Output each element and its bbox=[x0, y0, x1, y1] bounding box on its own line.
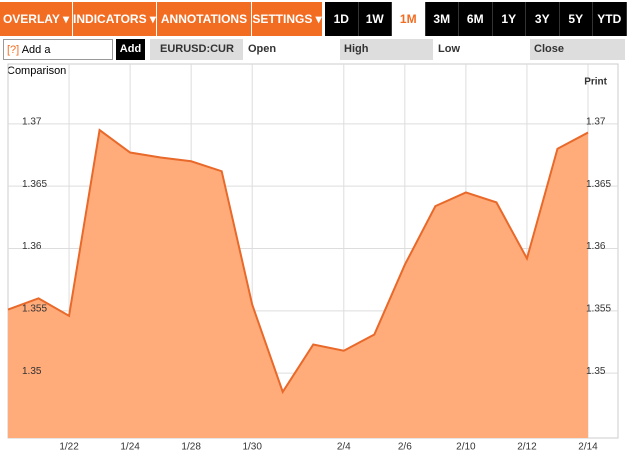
y-tick-label-right: 1.365 bbox=[586, 179, 611, 190]
plot-frame bbox=[7, 63, 619, 439]
range-button[interactable]: 5Y bbox=[559, 2, 593, 36]
range-button[interactable]: 1D bbox=[325, 2, 359, 36]
y-tick-label-right: 1.37 bbox=[586, 116, 606, 127]
print: Print bbox=[584, 77, 607, 88]
y-tick-label: 1.35 bbox=[22, 366, 42, 377]
y-tick-label: 1.355 bbox=[22, 303, 47, 314]
field-high: High bbox=[340, 39, 433, 60]
field-open: Open bbox=[248, 43, 277, 55]
y-tick-label: 1.36 bbox=[22, 241, 42, 252]
menu-button[interactable]: ANNOTATIONS ▾ bbox=[157, 2, 252, 60]
x-tick-label: 2/6 bbox=[398, 442, 412, 453]
area bbox=[8, 130, 588, 438]
y-tick-label-right: 1.36 bbox=[586, 241, 606, 252]
line bbox=[7, 128, 589, 395]
y-tick-label: 1.365 bbox=[22, 179, 47, 190]
range-button[interactable]: 1W bbox=[358, 2, 392, 36]
x-tick-label: 1/30 bbox=[242, 442, 262, 453]
menu-button[interactable]: SETTINGS ▾ bbox=[252, 2, 323, 36]
range-button[interactable]: 3Y bbox=[526, 2, 560, 36]
range-button[interactable]: 1Y bbox=[492, 2, 526, 36]
field-close: Close bbox=[530, 39, 625, 60]
y-tick-label: 1.37 bbox=[22, 116, 42, 127]
y-tick-label-right: 1.355 bbox=[586, 303, 611, 314]
x-tick-label: 2/12 bbox=[517, 442, 537, 453]
range-button[interactable]: 1M bbox=[392, 2, 426, 36]
range-button[interactable]: YTD bbox=[593, 2, 627, 36]
menu-button[interactable]: INDICATORS ▾ bbox=[73, 2, 157, 36]
range-button[interactable]: 3M bbox=[425, 2, 459, 36]
help: [?] bbox=[7, 44, 20, 56]
x-tick-label: 2/10 bbox=[456, 442, 476, 453]
field-low: Low bbox=[438, 43, 460, 55]
symbol: EURUSD:CUR bbox=[150, 39, 243, 60]
menu-button[interactable]: OVERLAY ▾ bbox=[0, 2, 73, 36]
x-tick-label: 2/14 bbox=[578, 442, 598, 453]
add-button[interactable]: Add bbox=[116, 39, 145, 60]
comparison-input[interactable]: [?] Add a Comparison bbox=[3, 39, 113, 77]
x-tick-label: 2/4 bbox=[337, 442, 351, 453]
range-button[interactable]: 6M bbox=[459, 2, 493, 36]
x-tick-label: 1/22 bbox=[59, 442, 79, 453]
x-tick-label: 1/24 bbox=[120, 442, 140, 453]
x-tick-label: 1/28 bbox=[181, 442, 201, 453]
y-tick-label-right: 1.35 bbox=[586, 366, 606, 377]
